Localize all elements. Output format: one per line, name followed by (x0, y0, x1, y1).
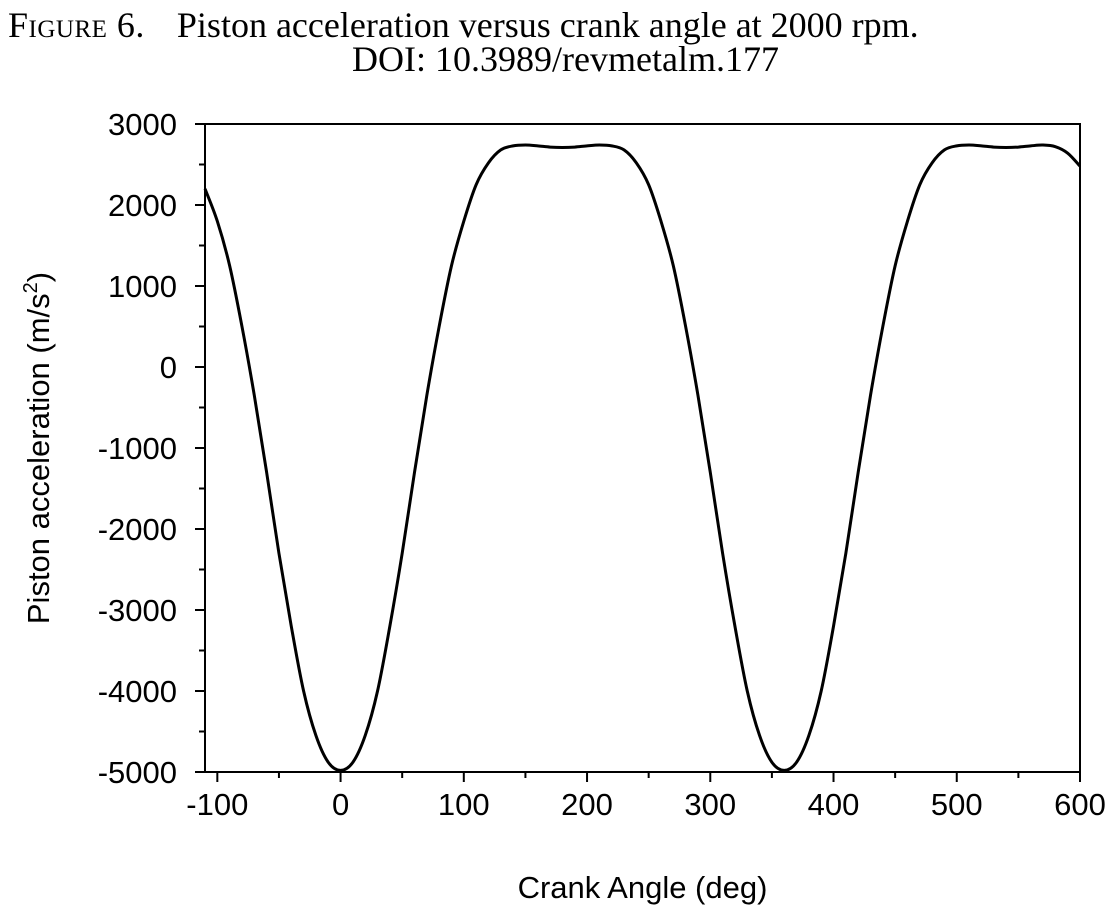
figure-label: Figure 6. (8, 5, 145, 45)
y-axis-ticks: 3000 2000 1000 0 -1000 -2000 -3000 -4000 -5000 (98, 107, 205, 790)
x-tick-label: 300 (684, 787, 736, 822)
x-axis-ticks: -100 0 100 200 300 400 500 600 (186, 772, 1106, 822)
series-line (203, 143, 1082, 772)
x-tick-label: 200 (561, 787, 613, 822)
y-axis-title: Piston acceleration (m/s2) (20, 272, 56, 624)
x-tick-label: -100 (186, 787, 248, 822)
series-layer (203, 143, 1082, 772)
y-tick-label: -4000 (98, 674, 177, 709)
caption-doi: DOI: 10.3989/revmetalm.177 (352, 39, 779, 79)
y-tick-label: 0 (160, 350, 177, 385)
y-tick-label: 1000 (108, 269, 177, 304)
caption-doi-line: DOI: 10.3989/revmetalm.177 (0, 38, 1115, 80)
x-tick-label: 0 (332, 787, 349, 822)
y-axis-title-superscript: 2 (20, 282, 42, 293)
y-axis-title-main: Piston acceleration (m/s (21, 293, 56, 624)
y-tick-label: -3000 (98, 593, 177, 628)
x-tick-label: 100 (438, 787, 490, 822)
x-tick-label: 500 (931, 787, 983, 822)
plot-frame (204, 123, 1081, 773)
y-axis-title-tail: ) (21, 272, 56, 282)
caption-title-line: Figure 6. Piston acceleration versus cran… (8, 4, 919, 46)
y-tick-label: 2000 (108, 188, 177, 223)
caption-text: Piston acceleration versus crank angle a… (176, 5, 919, 45)
y-tick-label: -5000 (98, 755, 177, 790)
y-tick-label: -2000 (98, 512, 177, 547)
x-axis-title: Crank Angle (deg) (518, 870, 768, 905)
plot-border (204, 123, 1081, 773)
y-tick-label: 3000 (108, 107, 177, 142)
y-tick-label: -1000 (98, 431, 177, 466)
x-tick-label: 600 (1054, 787, 1106, 822)
x-tick-label: 400 (808, 787, 860, 822)
